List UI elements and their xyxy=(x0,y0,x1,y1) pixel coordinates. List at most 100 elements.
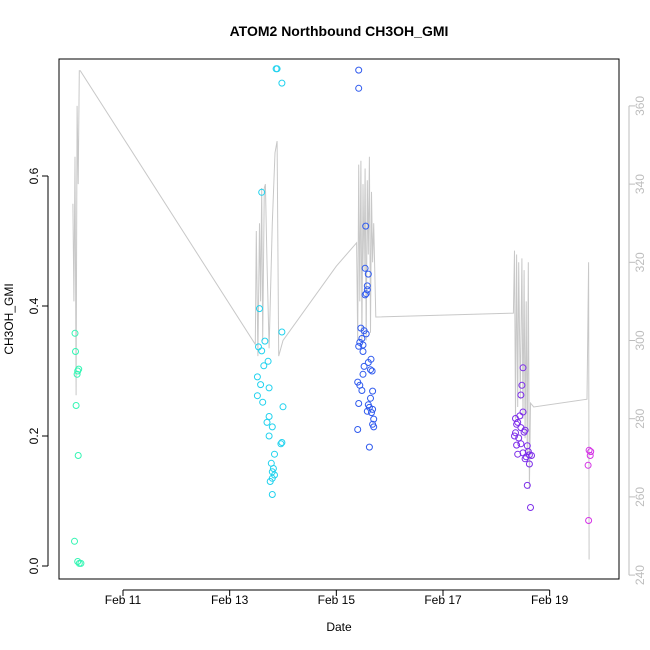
data-point xyxy=(263,418,271,426)
y2-tick-label: 340 xyxy=(633,174,647,194)
secondary-series-line xyxy=(72,70,590,560)
data-point xyxy=(265,384,273,392)
data-point xyxy=(261,337,269,345)
x-tick-label: Feb 19 xyxy=(531,593,569,607)
x-axis-label: Date xyxy=(326,620,352,634)
data-point xyxy=(359,370,367,378)
data-point xyxy=(514,450,522,458)
data-point xyxy=(264,357,272,365)
data-point xyxy=(518,381,526,389)
data-point xyxy=(72,402,80,409)
data-point xyxy=(360,362,368,370)
data-point xyxy=(513,441,521,449)
data-point xyxy=(362,222,370,230)
data-point xyxy=(512,429,519,437)
y2-tick-label: 240 xyxy=(633,565,647,585)
data-point xyxy=(370,415,378,423)
data-point xyxy=(278,79,286,87)
data-point xyxy=(358,387,366,394)
data-point xyxy=(71,537,78,545)
data-point xyxy=(265,432,273,440)
plot-frame xyxy=(58,58,620,580)
data-point xyxy=(363,407,371,415)
data-point xyxy=(355,84,363,92)
secondary-series-line-layer xyxy=(72,70,590,560)
x-tick-label: Feb 11 xyxy=(105,593,142,607)
data-point xyxy=(77,559,85,567)
data-point xyxy=(362,330,370,338)
data-point xyxy=(258,347,266,355)
data-point xyxy=(354,426,362,433)
y-axis-left: 0.0 0.2 0.4 0.6 xyxy=(27,167,49,574)
data-point xyxy=(266,478,274,485)
data-point xyxy=(365,443,373,451)
y-tick-label: 0.0 xyxy=(27,557,41,574)
data-point xyxy=(362,290,370,298)
data-point xyxy=(523,481,531,489)
x-tick-label: Feb 15 xyxy=(318,593,356,607)
y-tick-label: 0.6 xyxy=(27,167,41,184)
data-point xyxy=(71,329,79,337)
data-point xyxy=(74,452,82,459)
data-point xyxy=(587,448,595,456)
data-point xyxy=(364,359,372,366)
data-point xyxy=(355,400,363,407)
y-axis-label: CH3OH_GMI xyxy=(2,283,16,354)
data-point xyxy=(277,440,285,448)
data-point xyxy=(268,491,276,498)
chart-title: ATOM2 Northbound CH3OH_GMI xyxy=(230,23,449,39)
data-point xyxy=(358,335,366,342)
data-point xyxy=(368,367,376,375)
data-point xyxy=(511,432,518,440)
data-point xyxy=(363,282,371,290)
data-point xyxy=(369,387,377,395)
data-point xyxy=(355,342,363,350)
data-point xyxy=(368,409,375,417)
data-point xyxy=(367,366,374,374)
data-point xyxy=(75,365,83,373)
data-point xyxy=(513,420,521,428)
data-point xyxy=(527,504,534,511)
data-point xyxy=(517,391,525,399)
y2-tick-label: 260 xyxy=(633,487,647,507)
data-point xyxy=(269,465,277,472)
scatter-points-layer xyxy=(71,65,595,567)
data-point xyxy=(278,328,286,336)
y2-tick-label: 300 xyxy=(633,330,647,350)
data-point xyxy=(584,461,592,469)
data-point xyxy=(525,460,533,468)
y-axis-right: 240 260 280 300 320 340 360 xyxy=(628,96,647,585)
data-point xyxy=(364,270,372,278)
data-point xyxy=(361,264,369,272)
data-point xyxy=(370,423,378,431)
data-point xyxy=(517,440,525,448)
data-point xyxy=(521,455,529,463)
y-tick-label: 0.4 xyxy=(27,297,41,314)
data-point xyxy=(519,364,527,372)
data-point xyxy=(355,66,363,74)
data-point xyxy=(520,428,528,436)
x-tick-label: Feb 13 xyxy=(211,593,249,607)
data-point xyxy=(72,348,79,355)
data-point xyxy=(271,450,278,458)
data-point xyxy=(259,398,267,406)
data-point xyxy=(257,381,265,389)
data-point xyxy=(367,394,374,402)
data-point xyxy=(253,392,261,400)
data-point xyxy=(268,423,276,431)
data-point xyxy=(273,65,281,73)
x-axis: Feb 11 Feb 13 Feb 15 Feb 17 Feb 19 xyxy=(105,589,569,607)
data-point xyxy=(361,291,369,299)
data-point xyxy=(265,413,273,420)
data-point xyxy=(253,373,261,381)
data-point xyxy=(359,348,367,355)
y2-tick-label: 360 xyxy=(633,96,647,116)
data-point xyxy=(256,305,263,313)
x-tick-label: Feb 17 xyxy=(424,593,462,607)
data-point xyxy=(258,188,266,196)
data-point xyxy=(586,452,594,459)
data-point xyxy=(278,439,286,446)
data-point xyxy=(515,434,523,442)
data-point xyxy=(260,362,268,370)
